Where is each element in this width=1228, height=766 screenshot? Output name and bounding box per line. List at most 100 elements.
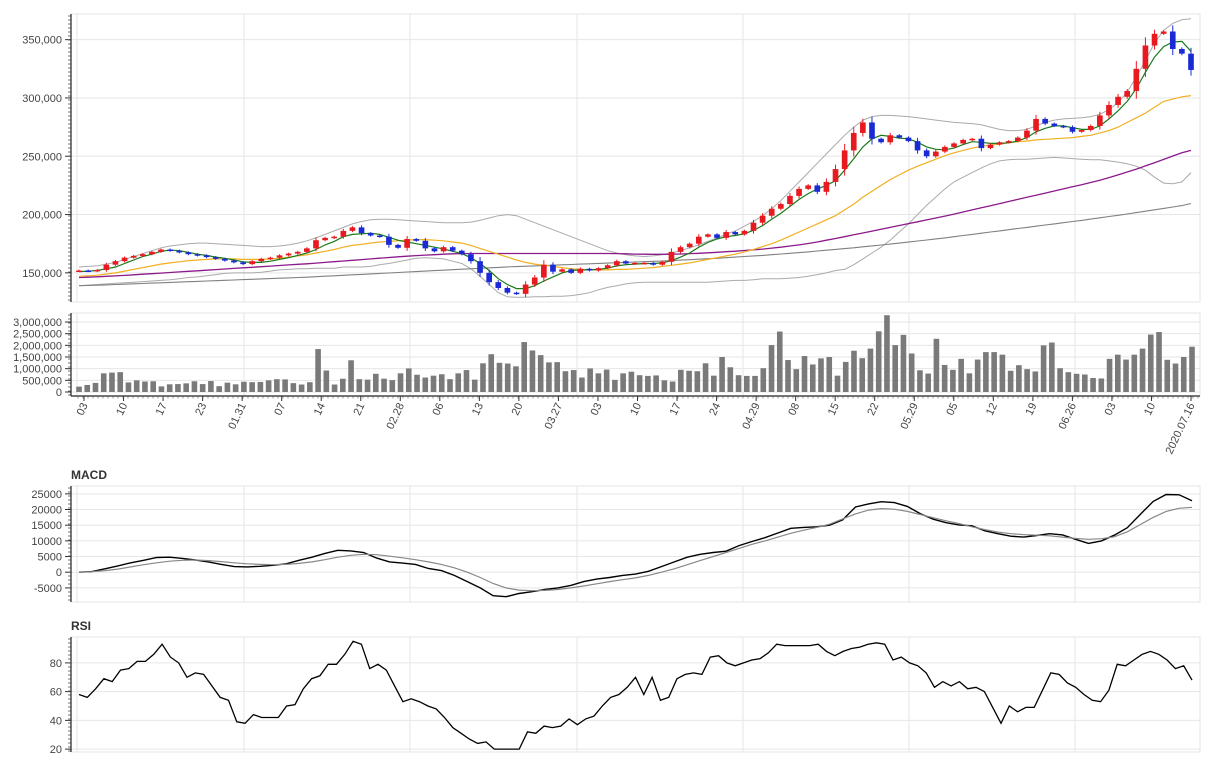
- volume-bar: [818, 358, 824, 392]
- volume-bar: [92, 382, 99, 392]
- candle-body: [139, 254, 146, 256]
- candle-body: [231, 260, 237, 263]
- candle-body: [249, 261, 256, 265]
- volume-ytick-label: 3,000,000: [13, 317, 62, 329]
- volume-bar: [826, 357, 833, 392]
- candle-body: [814, 185, 821, 192]
- date-tick-label: 03: [589, 401, 605, 417]
- volume-bar: [372, 373, 379, 392]
- volume-bar: [183, 383, 189, 392]
- volume-bar: [851, 350, 857, 392]
- volume-bar: [331, 384, 338, 392]
- candle-body: [705, 234, 711, 237]
- volume-bar: [414, 374, 420, 392]
- volume-bar: [1057, 368, 1063, 392]
- candle-body: [458, 250, 465, 255]
- volume-bar: [265, 380, 272, 392]
- date-tick-label: 01.31: [226, 401, 249, 431]
- date-tick-label: 21: [351, 401, 367, 417]
- volume-bar: [109, 372, 115, 392]
- bollinger-lower-line: [78, 156, 1192, 298]
- volume-ytick-label: 1,000,000: [13, 364, 62, 376]
- macd-plot-area: [70, 485, 1201, 603]
- volume-bar: [991, 352, 997, 392]
- volume-bar: [1032, 371, 1039, 392]
- candle-body: [768, 208, 775, 216]
- volume-bar: [702, 363, 709, 392]
- candle-body: [76, 270, 82, 273]
- candle-body: [258, 258, 265, 262]
- volume-bar: [397, 373, 404, 392]
- volume-bar: [727, 367, 734, 392]
- macd-ytick-label: 15000: [31, 520, 62, 532]
- price-ytick-label: 150,000: [22, 268, 62, 280]
- volume-bar: [768, 345, 775, 392]
- volume-bar: [307, 382, 313, 392]
- candle-body: [94, 269, 101, 272]
- candle-body: [668, 251, 675, 262]
- date-tick-label: 06.26: [1057, 401, 1080, 431]
- volume-bar: [760, 368, 767, 392]
- volume-bar: [867, 348, 874, 392]
- volume-bar: [323, 370, 330, 392]
- rsi-ytick-label: 20: [50, 744, 62, 756]
- macd-signal-line: [78, 506, 1193, 592]
- candle-body: [695, 236, 702, 244]
- candle-body: [559, 269, 565, 272]
- volume-bar: [628, 371, 635, 392]
- volume-bar: [1040, 345, 1047, 392]
- candle-body: [850, 132, 857, 151]
- candle-body: [1179, 48, 1185, 54]
- volume-bar: [974, 359, 981, 392]
- candle-body: [1060, 125, 1067, 128]
- price-ytick-label: 300,000: [22, 93, 62, 105]
- volume-bar: [1131, 354, 1138, 392]
- volume-bar: [175, 384, 181, 392]
- volume-bar: [1106, 358, 1113, 392]
- candle-body: [632, 262, 638, 265]
- volume-bar: [587, 368, 593, 392]
- volume-bar: [191, 381, 198, 392]
- volume-bar: [694, 371, 701, 392]
- volume-bar: [1189, 346, 1195, 392]
- volume-bar: [719, 357, 725, 392]
- candle-body: [176, 250, 183, 253]
- rsi-panel: 20 40 60 80: [50, 636, 1201, 756]
- volume-bar: [405, 368, 412, 392]
- volume-bar: [1098, 378, 1105, 392]
- candle-body: [1042, 118, 1048, 124]
- date-tick-label: 2020.07.16: [1164, 401, 1198, 456]
- candle-body: [331, 236, 338, 239]
- candle-body: [313, 240, 319, 249]
- volume-bar: [1139, 348, 1146, 392]
- candle-body: [522, 284, 529, 294]
- volume-bar: [381, 378, 387, 392]
- volume-bar: [892, 345, 899, 392]
- volume-ytick-label: 2,500,000: [13, 329, 62, 341]
- volume-bar: [125, 382, 132, 392]
- price-ytick-label: 350,000: [22, 35, 62, 47]
- volume-bar: [884, 315, 890, 392]
- date-tick-label: 17: [154, 401, 170, 417]
- date-tick-label: 12: [984, 401, 1000, 417]
- volume-bar: [340, 378, 346, 392]
- volume-bar: [1114, 354, 1121, 392]
- volume-ytick-label: 1,500,000: [13, 352, 62, 364]
- volume-bar: [546, 362, 552, 392]
- volume-bar: [1172, 363, 1179, 392]
- date-tick-label: 10: [1142, 401, 1158, 417]
- candle-body: [167, 249, 173, 252]
- volume-bar: [166, 384, 173, 392]
- macd-ytick-label: 10000: [31, 536, 62, 548]
- candle-body: [978, 138, 985, 149]
- volume-bar: [735, 375, 742, 392]
- candle-body: [1115, 96, 1121, 105]
- candle-body: [1106, 104, 1112, 116]
- date-tick-label: 15: [826, 401, 842, 417]
- volume-bar: [208, 381, 214, 392]
- volume-bar: [422, 377, 429, 392]
- candle-body: [805, 185, 812, 189]
- volume-bar: [1156, 332, 1162, 392]
- volume-bar: [933, 338, 940, 392]
- volume-bar: [950, 369, 956, 392]
